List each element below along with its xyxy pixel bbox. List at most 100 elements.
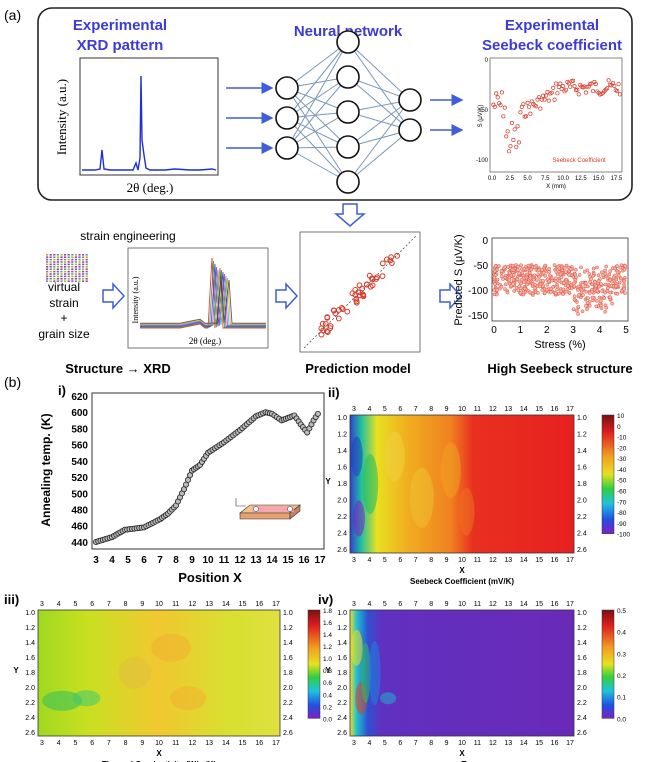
lattice-atom xyxy=(71,254,74,256)
heatmap-ytick-left: 2.2 xyxy=(337,700,347,707)
seebeck-title-line2: Seebeck coefficient xyxy=(482,37,622,54)
seebeck-exp-point xyxy=(502,105,507,110)
heatmap-blob xyxy=(368,641,381,705)
stress-ytick: -100 xyxy=(468,286,488,297)
heatmap-xtick-top: 6 xyxy=(398,406,402,413)
lattice-atom xyxy=(74,270,77,273)
stress-point xyxy=(499,274,504,279)
prediction-point xyxy=(369,276,376,283)
seebeck-exp-point xyxy=(558,81,563,86)
lattice-atom xyxy=(82,268,85,270)
stress-point xyxy=(567,273,571,277)
seebeck-exp-point xyxy=(572,84,577,89)
stress-point xyxy=(493,282,497,286)
heatmap-xtick-top: 17 xyxy=(566,601,574,608)
heatmap-blob xyxy=(458,487,475,536)
stress-point xyxy=(615,270,620,275)
stress-point xyxy=(615,291,620,296)
heatmap-xtick-top: 8 xyxy=(429,601,433,608)
prediction-point xyxy=(387,257,394,264)
heatmap-caption: Seebeck Coefficient (mV/K) xyxy=(410,577,514,586)
lattice-atom xyxy=(85,256,88,258)
heatmap-xtick-top: 11 xyxy=(172,601,179,608)
stress-point xyxy=(495,267,500,272)
sim-xrd-line xyxy=(140,269,266,326)
lattice-atom xyxy=(67,263,70,266)
sim-xrd-line xyxy=(140,275,266,324)
colorbar-tick: -40 xyxy=(617,467,627,474)
heatmap-ytick-left: 1.8 xyxy=(337,481,347,488)
seebeck-exp-point xyxy=(553,81,559,86)
nn-edge xyxy=(347,99,411,148)
stress-point xyxy=(552,263,557,267)
heatmap-xtick-top: 15 xyxy=(535,601,543,608)
heatmap-xlabel: X xyxy=(459,566,465,575)
lattice-atom xyxy=(74,258,77,261)
stress-ylabel: Predicted S (μV/K) xyxy=(453,234,465,325)
panel-b-label: (b) xyxy=(4,374,21,390)
heatmap-xtick-bottom: 17 xyxy=(272,740,280,747)
stress-point xyxy=(515,277,520,282)
stress-point xyxy=(599,270,604,275)
stress-point xyxy=(528,276,533,281)
lattice-atom xyxy=(60,263,63,266)
stress-point xyxy=(557,266,562,271)
lattice-atom xyxy=(67,254,70,256)
lattice-atom xyxy=(85,278,88,280)
colorbar-tick: 0.1 xyxy=(617,695,626,702)
stress-point xyxy=(543,274,548,278)
heatmap-ytick-left: 1.8 xyxy=(25,670,35,677)
anneal-xlabel: Position X xyxy=(178,570,242,585)
prediction-point xyxy=(352,286,359,293)
stress-point xyxy=(505,290,510,295)
colorbar-tick: -50 xyxy=(617,478,627,485)
seebeck-exp-point xyxy=(494,91,499,96)
seebeck-exp-point xyxy=(495,95,500,100)
stress-point xyxy=(512,289,517,293)
heatmap-ytick-left: 2.0 xyxy=(337,685,347,692)
stress-point xyxy=(594,304,599,309)
stress-point xyxy=(533,282,537,287)
heatmap-xtick-bottom: 17 xyxy=(566,740,574,747)
prediction-point xyxy=(324,314,331,321)
seebeck-exp-point xyxy=(590,89,596,94)
anneal-ytick: 480 xyxy=(71,506,88,517)
colorbar-tick: 1.2 xyxy=(323,644,332,651)
lattice-atom xyxy=(60,254,63,256)
panel-iii-label: iii) xyxy=(4,592,19,607)
heatmap-xtick-bottom: 13 xyxy=(504,740,512,747)
lattice-atom xyxy=(78,258,81,261)
heatmap-xtick-top: 13 xyxy=(504,601,512,608)
seebeck-exp-point xyxy=(514,144,519,149)
seebeck-exp-xtick: 2.5 xyxy=(506,176,515,182)
colorbar-tick: 10 xyxy=(617,413,625,420)
stress-point xyxy=(587,303,592,308)
stress-point xyxy=(615,264,619,268)
heatmap-ylabel: Y xyxy=(325,666,331,675)
lattice-atom xyxy=(53,266,56,268)
lattice-atom xyxy=(67,275,70,278)
heatmap-xtick-bottom: 5 xyxy=(383,740,387,747)
stress-point xyxy=(547,269,552,274)
heatmap-ytick-left: 1.4 xyxy=(25,640,35,647)
seebeck-exp-ylabel: S (μV/K) xyxy=(478,105,484,128)
virtual-line-1: virtual xyxy=(48,280,80,294)
heatmap-xtick-bottom: 10 xyxy=(458,740,466,747)
lattice-atom xyxy=(56,256,59,258)
lattice-atom xyxy=(46,261,49,263)
heatmap-ytick-left: 2.4 xyxy=(337,715,347,722)
lattice-atom xyxy=(53,263,56,266)
stress-point xyxy=(597,295,602,300)
heatmap-caption: zT xyxy=(458,760,467,762)
seebeck-exp-point xyxy=(524,114,529,119)
lattice-atom xyxy=(46,278,49,280)
stress-point xyxy=(503,264,507,269)
stress-point xyxy=(522,286,527,291)
seebeck-exp-plot-frame xyxy=(489,57,623,173)
heatmap-ytick-right: 2.2 xyxy=(577,514,587,521)
stress-point xyxy=(499,269,504,273)
heatmap-ytick-left: 2.6 xyxy=(25,730,35,737)
seebeck-exp-point xyxy=(525,100,530,105)
colorbar-tick: 1.4 xyxy=(323,632,332,639)
stress-point xyxy=(576,288,580,292)
